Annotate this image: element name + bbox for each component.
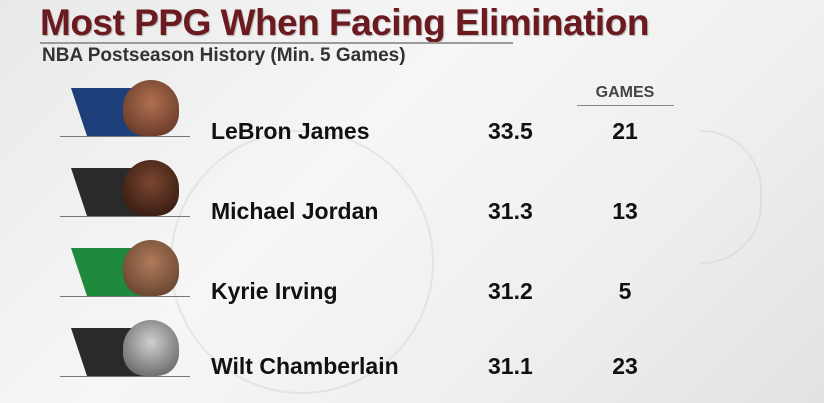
row-divider: [60, 136, 190, 137]
player-games: 5: [618, 278, 632, 304]
table-row: LeBron James 33.5 21: [0, 80, 824, 160]
player-headshot: [123, 80, 179, 136]
player-ppg: 31.3: [488, 198, 533, 224]
player-games: 23: [612, 353, 638, 379]
games-column-header: GAMES: [595, 84, 655, 101]
player-games: 13: [612, 198, 638, 224]
row-divider: [60, 216, 190, 217]
table-row: Kyrie Irving 31.2 5: [0, 240, 824, 320]
player-name: LeBron James: [211, 118, 370, 144]
chart-title: Most PPG When Facing Elimination: [40, 2, 649, 43]
player-name: Wilt Chamberlain: [211, 353, 399, 379]
player-ppg: 31.1: [488, 353, 533, 379]
player-ppg: 33.5: [488, 118, 533, 144]
row-divider: [60, 376, 190, 377]
player-headshot: [123, 160, 179, 216]
player-games: 21: [612, 118, 638, 144]
player-name: Kyrie Irving: [211, 278, 338, 304]
row-divider: [60, 296, 190, 297]
table-row: Michael Jordan 31.3 13: [0, 160, 824, 240]
table-row: Wilt Chamberlain 31.1 23: [0, 320, 824, 400]
player-ppg: 31.2: [488, 278, 533, 304]
chart-subtitle: NBA Postseason History (Min. 5 Games): [42, 45, 406, 66]
title-divider: [40, 42, 513, 44]
player-name: Michael Jordan: [211, 198, 379, 224]
player-headshot: [123, 320, 179, 376]
games-header-divider: [577, 105, 674, 106]
player-headshot: [123, 240, 179, 296]
